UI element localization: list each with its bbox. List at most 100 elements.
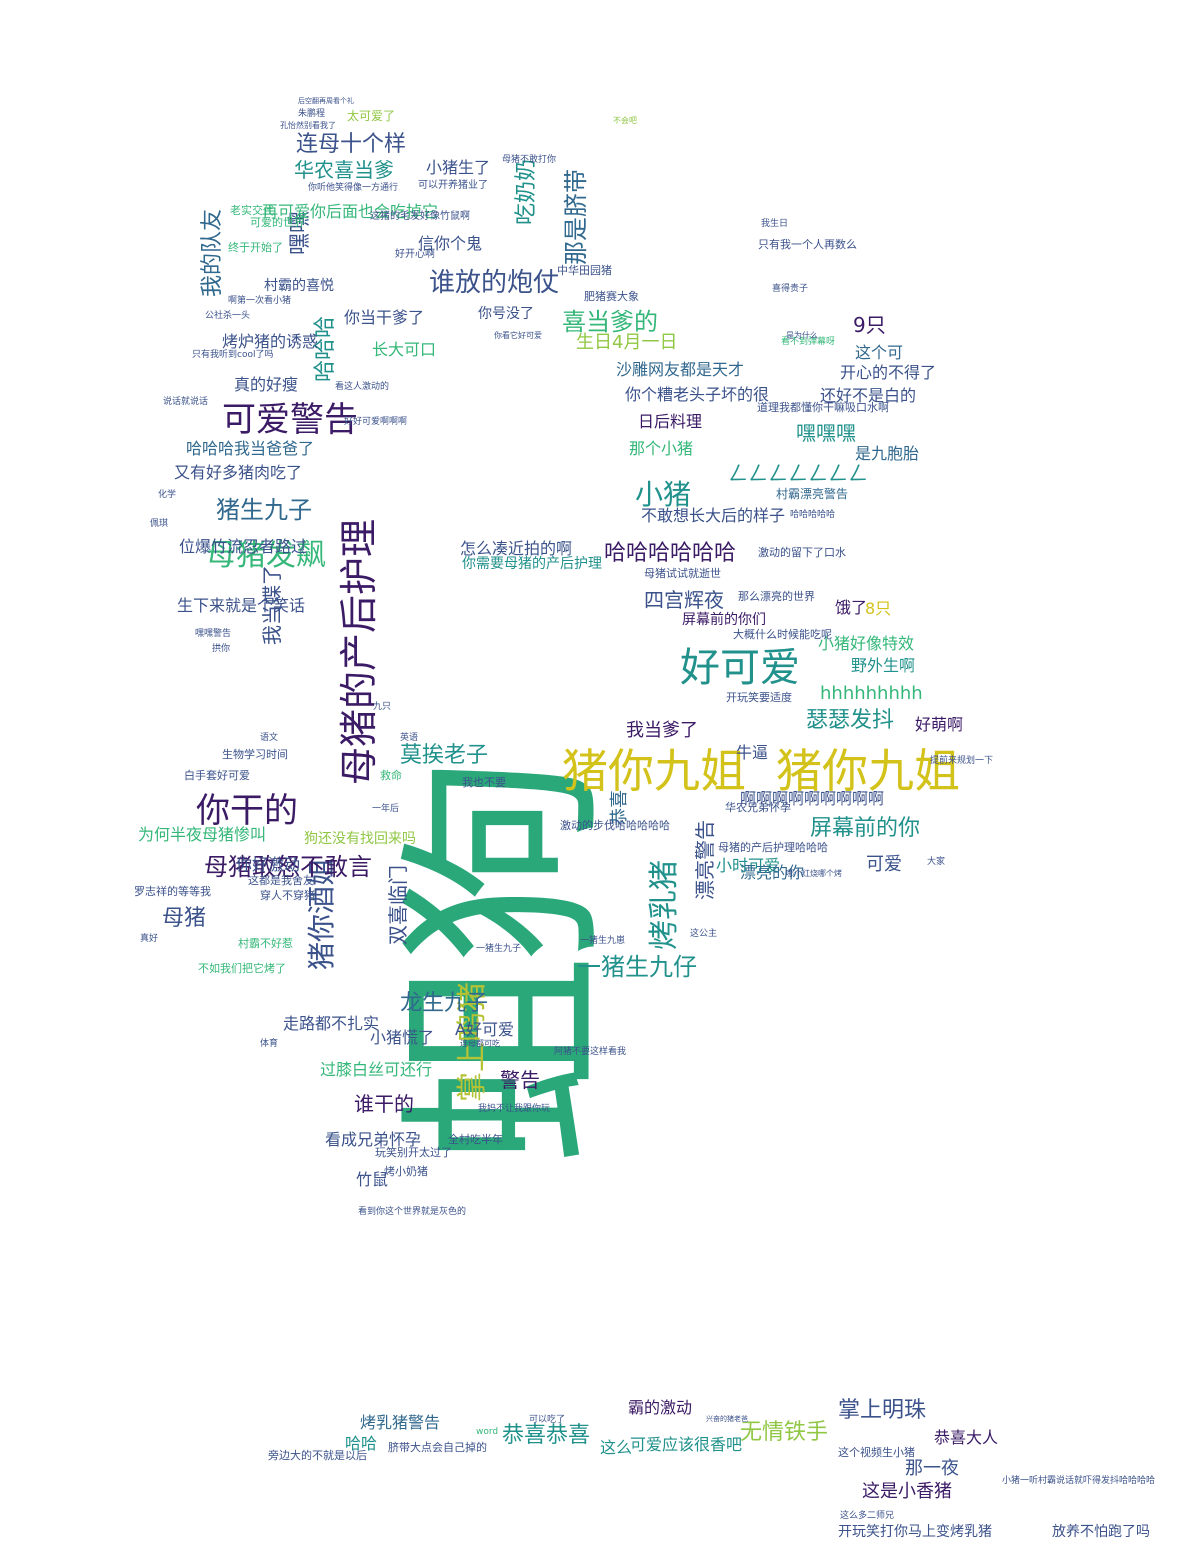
cloud-word-hongshao: 哪个红烧哪个烤 [786,869,842,878]
cloud-word-moai: 莫挨老子 [400,743,489,768]
cloud-word-hahaha5: 哈哈哈哈哈 [790,510,836,520]
cloud-word-kaole: 不如我们把它烤了 [198,962,286,975]
cloud-word-haihao: 还好不是白的 [820,386,917,405]
cloud-word-zhusheng-jiuzi: 猪生九子 [216,496,312,524]
cloud-word-wanxiao: 玩笑别开太过了 [375,1146,452,1159]
cloud-word-a-haokeai: A好可爱 [455,1020,514,1039]
cloud-word-nihao-jidong: 你好激动 [236,855,301,874]
cloud-word-zhegeke: 这个可 [855,343,904,362]
cloud-word-yinianhou: 一年后 [372,804,400,814]
cloud-word-daoli: 道理我都懂你干嘛吸口水啊 [757,401,889,414]
cloud-word-keai-jinggao: 可爱警告 [222,400,358,440]
cloud-word-zhenhao: 真好 [140,934,159,944]
cloud-word-ele: 饿了 [835,598,868,617]
cloud-word-lll: ㄥㄥㄥㄥㄥㄥㄥ [728,461,868,485]
cloud-word-kaixin: 开心的不得了 [840,363,937,382]
cloud-word-maofa: 这猪的毛发好像竹鼠啊 [370,211,470,222]
cloud-word-qidai-dadian: 脐带大点会自己掉的 [388,1441,487,1454]
cloud-word-muzhu-fabiao: 母猪发飙 [206,538,326,573]
cloud-word-yuwen: 语文 [260,733,279,743]
cloud-word-baisi: 过膝白丝可还行 [320,1060,433,1079]
cloud-word-zhurou: 又有好多猪肉吃了 [174,463,303,482]
cloud-word-jidong-bufa: 激动的步伐哈哈哈哈哈 [560,819,670,832]
cloud-word-koushui: 激动的留下了口水 [758,546,846,559]
cloud-word-ba-jidong: 霸的激动 [628,1398,693,1417]
cloud-word-xidangdie: 喜当爹的 [562,308,658,336]
cloud-word-sigong: 四宫辉夜 [644,588,724,612]
cloud-word-kaoruzhu-jinggao: 烤乳猪警告 [360,1413,441,1432]
cloud-word-yewai: 野外生啊 [851,656,916,675]
cloud-word-guihua: 提前来规划一下 [930,756,994,766]
cloud-word-gongshe: 公社杀一头 [205,311,251,321]
cloud-word-diyici: 啊第一次看小猪 [228,296,292,306]
cloud-word-pangbian: 旁边大的不就是以后 [268,1449,367,1462]
cloud-word-yifang-tongxing: 你听他笑得像一方通行 [308,183,399,193]
cloud-word-shishi: 母猪试试就逝世 [644,567,721,580]
cloud-word-9zhi: 9只 [853,313,886,337]
cloud-word-sheigande: 谁干的 [354,1092,414,1116]
cloud-word-hhh: hhhhhhhhh [820,683,923,704]
cloud-word-xinni-gegui: 信你个鬼 [418,234,483,253]
cloud-word-kaiwanxiao: 开玩笑打你马上变烤乳猪 [838,1524,992,1540]
cloud-word-zhonghua: 中华田园猪 [557,264,612,277]
cloud-word-tiyu: 体育 [260,1039,279,1049]
cloud-word-gongzhu: 这公主 [690,929,718,939]
cloud-word-heihei-jinggao: 嘿嘿警告 [195,629,232,639]
cloud-word-haha: 哈哈 [345,1434,378,1453]
cloud-word-baozhu: 位爆竹流忍者路过 [179,537,308,556]
cloud-word-lianmu: 连母十个样 [296,132,407,157]
cloud-word-peiqi: 佩琪 [150,519,169,529]
cloud-word-nayiye: 那一夜 [905,1458,959,1479]
cloud-word-xiaoxiangzhu: 这是小香猪 [862,1481,952,1502]
cloud-word-yangzhuye: 可以开养猪业了 [418,180,488,191]
cloud-word-huangle: 小猪慌了 [370,1028,435,1047]
cloud-word-muzhu: 母猪 [162,906,207,931]
cloud-word-muzhu-ganu: 母猪敢怒不敢言 [204,853,372,881]
cloud-word-zheren-jidong: 看这人激动的 [335,382,390,392]
cloud-word-hao-keai: 好可爱 [680,645,800,691]
cloud-word-pingmu-qiande-ni: 屏幕前的你 [810,816,921,841]
cloud-word-woye-buyao: 我也不要 [462,776,506,789]
cloud-word-bugan-dani: 母猪不敢打你 [502,155,557,165]
cloud-word-zoulu: 走路都不扎实 [283,1014,380,1033]
cloud-word-haomeng: 好萌啊 [915,715,964,734]
cloud-word-yizhu-jiuzi: 一猪生九子 [476,944,522,954]
cloud-word-xiaoshi-keai: 小时可爱 [716,856,781,875]
cloud-word-longsheng-jiuzi: 龙生九子 [400,991,489,1016]
cloud-word-chuanren: 穿人不穿猪 [260,889,315,902]
cloud-word-danmu: 看不到弹幕呀 [781,337,836,347]
cloud-word-keyi-chile: 可以吃了 [529,1415,566,1425]
cloud-word-shei-fang: 谁放的炮仗 [429,268,560,298]
cloud-word-chinainai: 吃奶奶 [514,158,539,225]
cloud-word-word: word [476,1427,499,1437]
cloud-word-keai-shijie: 可爱的世界 [250,216,305,229]
cloud-word-kongyiran: 孔怡然别看我了 [280,121,336,130]
cloud-word-azhu: 阿猪不要这样看我 [554,1047,627,1057]
cloud-word-nidang-gandie: 你当干爹了 [344,308,425,327]
cloud-word-nage-xiaozhu: 那个小猪 [629,439,694,458]
cloud-word-heiheihei: 嘿嘿嘿 [796,421,856,445]
cloud-word-texiao: 小猪好像特效 [818,634,915,653]
cloud-word-kao-ruzhu: 烤乳猪 [647,860,682,950]
cloud-word-zheme: 这么 [600,1438,633,1457]
cloud-word-shuohua: 说话就说话 [163,397,209,407]
cloud-word-shengwu: 生物学习时间 [222,748,288,761]
cloud-word-cunba-buhaore: 村霸不好惹 [238,937,293,950]
cloud-word-lianmu-kechi: 连母都可吃 [460,1039,500,1048]
cloud-word-cunba-piaoliang: 村霸漂亮警告 [776,487,849,501]
cloud-word-luozhixiang: 罗志祥的等等我 [134,885,211,898]
cloud-word-weishenme: 是为什么 [786,331,818,340]
cloud-word-buhuiba: 不会吧 [613,116,637,125]
cloud-word-shadiao: 沙雕网友都是天才 [616,360,745,379]
cloud-word-zhangshang-mingzhu2: 掌上明珠 [838,1398,927,1423]
cloud-word-qidai: 那是脐带 [562,169,590,265]
cloud-word-hao-kaixin: 好开心啊 [395,249,435,260]
cloud-word-tai-keaile: 太可爱了 [347,109,396,123]
cloud-word-hahaha6: 哈哈哈哈哈哈 [604,541,737,566]
cloud-word-nengchi: 大概什么时候能吃呢 [733,628,832,641]
cloud-word-laoshi: 老实交代 [230,204,274,217]
cloud-word-keai: 可爱 [866,854,902,875]
cloud-word-huise: 看到你这个世界就是灰色的 [358,1207,467,1217]
cloud-word-shidu: 开玩笑要适度 [726,691,792,704]
